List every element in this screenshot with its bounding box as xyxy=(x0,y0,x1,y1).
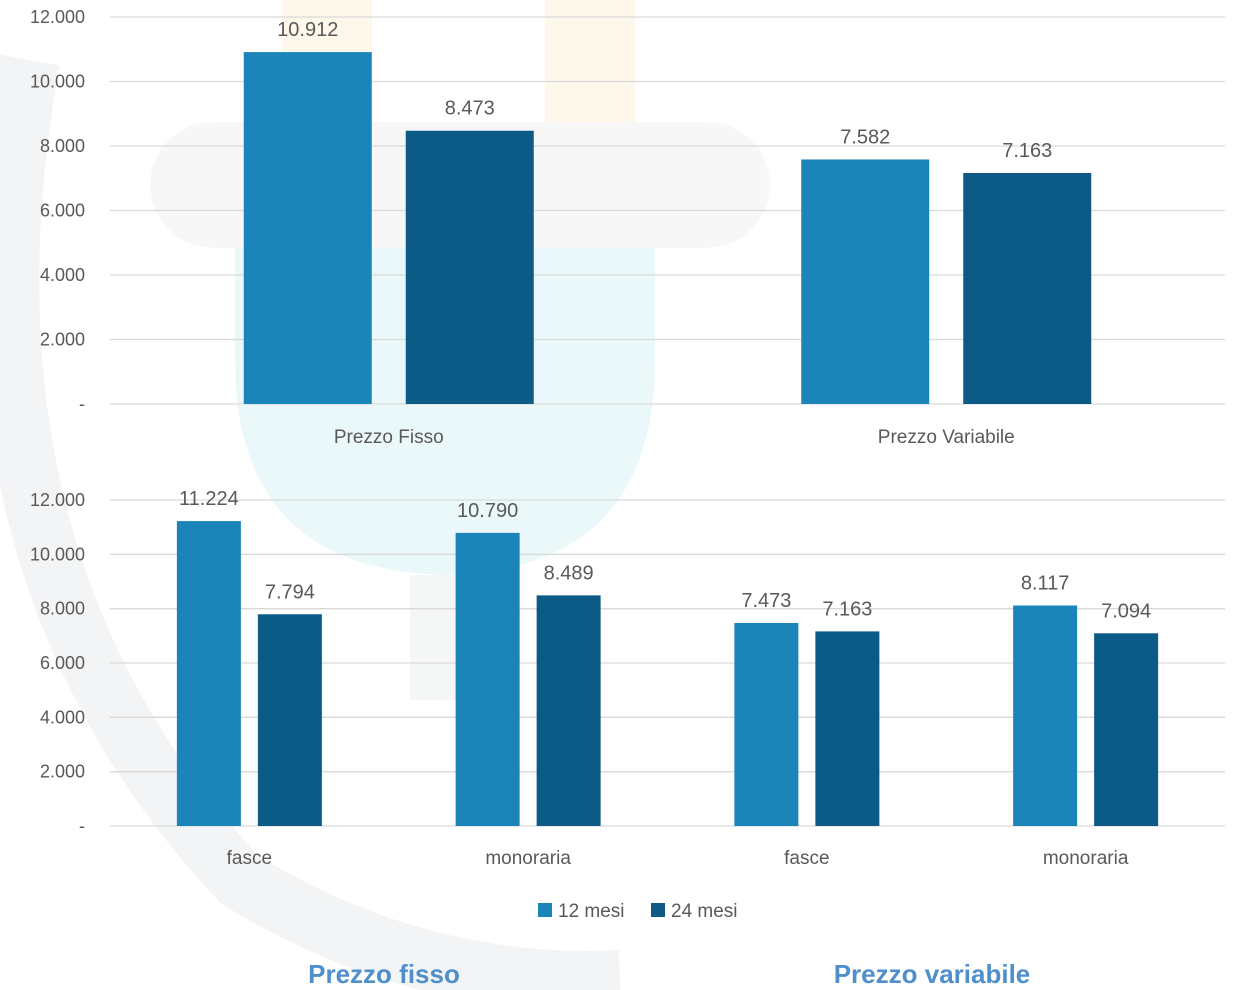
data-label: 10.912 xyxy=(277,19,338,41)
bar-prezzo-variabile-12-mesi xyxy=(801,159,930,404)
y-tick-label: 6.000 xyxy=(40,653,85,673)
x-category-label: Prezzo Variabile xyxy=(878,427,1015,448)
section-title-prezzo-fisso: Prezzo fisso xyxy=(308,959,460,989)
x-category-label: fasce xyxy=(784,848,829,869)
data-label: 7.582 xyxy=(840,126,890,148)
legend-swatch-12-mesi xyxy=(538,903,552,917)
y-tick-label: - xyxy=(79,816,85,836)
bar-fasce-24-mesi xyxy=(815,631,880,826)
data-label: 10.790 xyxy=(457,500,518,522)
bar-fasce-12-mesi xyxy=(734,622,799,826)
data-label: 7.094 xyxy=(1101,600,1151,622)
data-label: 7.473 xyxy=(741,590,791,612)
y-tick-label: 4.000 xyxy=(40,707,85,727)
legend-swatch-24-mesi xyxy=(651,903,665,917)
bar-prezzo-fisso-24-mesi xyxy=(405,130,534,405)
bar-prezzo-fisso-12-mesi xyxy=(243,52,372,404)
data-label: 8.489 xyxy=(544,562,594,584)
chart-bottom-fasce-monoraria: - 2.000 4.000 6.000 8.000 10.000 12.000 11.224 7… xyxy=(30,488,1225,869)
x-category-label: Prezzo Fisso xyxy=(334,427,444,448)
y-tick-label: 4.000 xyxy=(40,265,85,285)
bar-fasce-24-mesi xyxy=(257,614,322,826)
chart-top-prezzo-fisso-variabile: - 2.000 4.000 6.000 8.000 10.000 12.000 10.912 8… xyxy=(30,7,1225,448)
legend: 12 mesi 24 mesi xyxy=(538,901,738,922)
y-tick-label: 2.000 xyxy=(40,762,85,782)
bar-monoraria-12-mesi xyxy=(455,532,520,826)
legend-item-12-mesi: 12 mesi xyxy=(538,901,625,922)
y-tick-label: 6.000 xyxy=(40,201,85,221)
data-label: 8.117 xyxy=(1021,572,1070,594)
bar-monoraria-12-mesi xyxy=(1013,605,1078,826)
y-tick-label: 12.000 xyxy=(30,7,85,27)
legend-item-24-mesi: 24 mesi xyxy=(651,901,738,922)
x-category-label: monoraria xyxy=(485,848,571,869)
plug-watermark-decoration xyxy=(0,0,770,990)
bar-monoraria-24-mesi xyxy=(1094,633,1159,826)
data-label: 8.473 xyxy=(445,98,495,120)
data-label: 7.163 xyxy=(1002,140,1052,162)
y-tick-label: 10.000 xyxy=(30,72,85,92)
x-category-label: fasce xyxy=(227,848,272,869)
data-label: 7.163 xyxy=(822,598,872,620)
bar-monoraria-24-mesi xyxy=(536,595,601,826)
section-title-prezzo-variabile: Prezzo variabile xyxy=(834,959,1031,989)
bar-fasce-12-mesi xyxy=(176,521,241,826)
data-label: 11.224 xyxy=(179,488,239,510)
y-tick-label: 12.000 xyxy=(30,490,85,510)
y-tick-label: 8.000 xyxy=(40,599,85,619)
y-tick-label: - xyxy=(79,394,85,414)
legend-label-12-mesi: 12 mesi xyxy=(558,901,625,922)
y-tick-label: 10.000 xyxy=(30,544,85,564)
x-category-label: monoraria xyxy=(1043,848,1129,869)
data-label: 7.794 xyxy=(265,581,315,603)
legend-label-24-mesi: 24 mesi xyxy=(671,901,738,922)
bar-prezzo-variabile-24-mesi xyxy=(963,172,1092,404)
y-tick-label: 2.000 xyxy=(40,330,85,350)
y-tick-label: 8.000 xyxy=(40,136,85,156)
